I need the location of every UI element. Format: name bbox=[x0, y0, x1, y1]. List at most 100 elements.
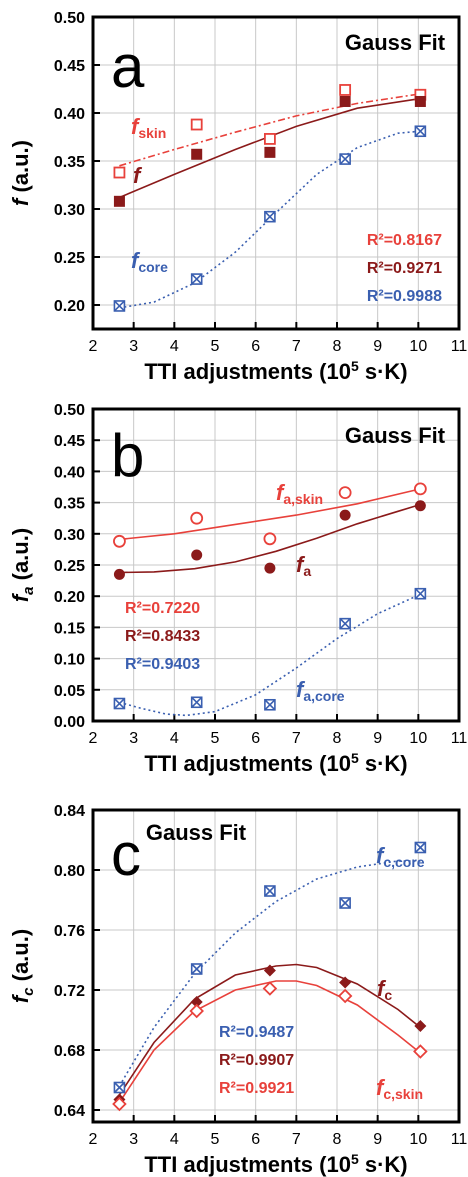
data-point-core bbox=[190, 273, 203, 285]
series-label-core: fc,core bbox=[376, 843, 425, 870]
data-point-skin bbox=[339, 84, 352, 96]
x-tick-label: 4 bbox=[170, 338, 179, 355]
marker-cross bbox=[113, 1081, 125, 1094]
y-tick-label: 0.50 bbox=[54, 10, 85, 27]
marker-cross bbox=[191, 963, 203, 975]
fit-curve-core bbox=[119, 130, 421, 309]
y-axis-title: fa (a.u.) bbox=[8, 528, 37, 602]
x-tick-label: 2 bbox=[89, 730, 98, 747]
y-tick-label: 0.35 bbox=[54, 496, 85, 513]
marker-cross bbox=[191, 273, 203, 285]
data-point-total bbox=[113, 195, 125, 207]
series-label-core: fcore bbox=[131, 248, 168, 275]
panel-c: 2 3 4 5 6 7 8 9 10 11 0.64 0.68 0.72 0.76 0.80 0.84 c Gau… bbox=[8, 803, 467, 1177]
x-axis-title: TTI adjustments (105 s·K) bbox=[144, 750, 407, 776]
x-tick-label: 9 bbox=[373, 338, 382, 355]
marker-cross bbox=[113, 697, 125, 710]
marker-cross bbox=[414, 841, 426, 854]
plot-frame bbox=[91, 407, 461, 723]
data-point-total bbox=[191, 549, 203, 561]
data-point-skin bbox=[338, 486, 352, 500]
marker-cross bbox=[414, 588, 426, 600]
plot-frame bbox=[91, 15, 461, 331]
marker-cross bbox=[264, 211, 276, 223]
data-point-core bbox=[339, 897, 351, 909]
x-tick-label: 7 bbox=[292, 338, 301, 355]
x-tick-label: 3 bbox=[129, 338, 138, 355]
data-point-skin bbox=[262, 981, 278, 996]
data-point-skin bbox=[263, 532, 277, 546]
data-point-skin bbox=[113, 534, 126, 548]
data-point-skin bbox=[413, 482, 427, 496]
y-tick-label: 0.84 bbox=[54, 803, 85, 820]
marker-cross bbox=[339, 153, 351, 165]
panel-letter: c bbox=[111, 821, 141, 888]
x-tick-label: 7 bbox=[292, 1131, 301, 1148]
marker-cross bbox=[339, 897, 351, 909]
y-tick-label: 0.68 bbox=[54, 1043, 85, 1060]
marker-cross bbox=[113, 300, 125, 312]
series-label-skin: fa,skin bbox=[276, 480, 323, 507]
data-point-core bbox=[190, 696, 203, 709]
r2-value-core: R²=0.9988 bbox=[367, 288, 442, 305]
data-point-core bbox=[113, 1081, 126, 1094]
x-tick-label: 9 bbox=[373, 1131, 382, 1148]
r2-value-core: R²=0.9403 bbox=[125, 656, 200, 673]
data-point-skin bbox=[413, 1044, 428, 1059]
r2-value-skin: R²=0.7220 bbox=[125, 600, 200, 617]
r2-value-skin: R²=0.8167 bbox=[367, 232, 442, 249]
x-tick-label: 6 bbox=[251, 338, 260, 355]
x-tick-label: 2 bbox=[89, 1131, 98, 1148]
data-point-total bbox=[113, 568, 125, 580]
x-tick-label: 9 bbox=[373, 730, 382, 747]
y-tick-label: 0.25 bbox=[54, 558, 85, 575]
data-point-skin bbox=[337, 988, 353, 1004]
y-axis-title: fc (a.u.) bbox=[8, 929, 37, 1003]
x-tick-label: 10 bbox=[409, 730, 427, 747]
data-point-total bbox=[414, 95, 426, 107]
x-tick-label: 7 bbox=[292, 730, 301, 747]
data-point-total bbox=[339, 976, 352, 989]
x-tick-label: 4 bbox=[170, 730, 179, 747]
y-tick-label: 0.30 bbox=[54, 202, 85, 219]
x-tick-label: 2 bbox=[89, 338, 98, 355]
panel-letter: a bbox=[111, 33, 145, 100]
y-tick-label: 0.05 bbox=[54, 683, 85, 700]
x-tick-label: 8 bbox=[333, 730, 342, 747]
x-tick-label: 8 bbox=[333, 1131, 342, 1148]
x-axis-title: TTI adjustments (105 s·K) bbox=[144, 1151, 407, 1177]
data-point-core bbox=[414, 125, 427, 138]
marker-cross bbox=[414, 125, 426, 137]
data-point-skin bbox=[263, 133, 276, 145]
fit-curve-skin bbox=[118, 980, 421, 1103]
y-tick-label: 0.20 bbox=[54, 298, 85, 315]
data-point-total bbox=[339, 95, 351, 107]
x-tick-label: 10 bbox=[409, 1131, 427, 1148]
series-label-total: fa bbox=[296, 552, 311, 579]
y-tick-label: 0.00 bbox=[54, 714, 85, 731]
panel-letter: b bbox=[111, 422, 144, 489]
y-tick-label: 0.35 bbox=[54, 154, 85, 171]
data-point-core bbox=[113, 300, 126, 312]
r2-value-total: R²=0.9907 bbox=[219, 1052, 294, 1069]
x-tick-label: 10 bbox=[409, 338, 427, 355]
data-point-core bbox=[113, 697, 126, 710]
x-tick-label: 5 bbox=[211, 338, 220, 355]
series-label-total: fc bbox=[377, 976, 392, 1003]
x-tick-label: 5 bbox=[211, 1131, 220, 1148]
data-point-total bbox=[190, 996, 203, 1008]
x-tick-label: 11 bbox=[451, 338, 468, 355]
data-point-total bbox=[264, 562, 276, 574]
series-label-core: fa,core bbox=[296, 677, 345, 704]
r2-value-skin: R²=0.9921 bbox=[219, 1080, 294, 1097]
data-point-total bbox=[339, 509, 351, 521]
fit-label: Gauss Fit bbox=[146, 820, 247, 845]
data-point-total bbox=[264, 146, 276, 158]
fit-label: Gauss Fit bbox=[345, 423, 446, 448]
fit-curve-skin bbox=[119, 93, 421, 167]
x-tick-label: 6 bbox=[251, 1131, 260, 1148]
x-tick-label: 5 bbox=[211, 730, 220, 747]
marker-cross bbox=[264, 885, 276, 897]
y-tick-label: 0.40 bbox=[54, 464, 85, 481]
